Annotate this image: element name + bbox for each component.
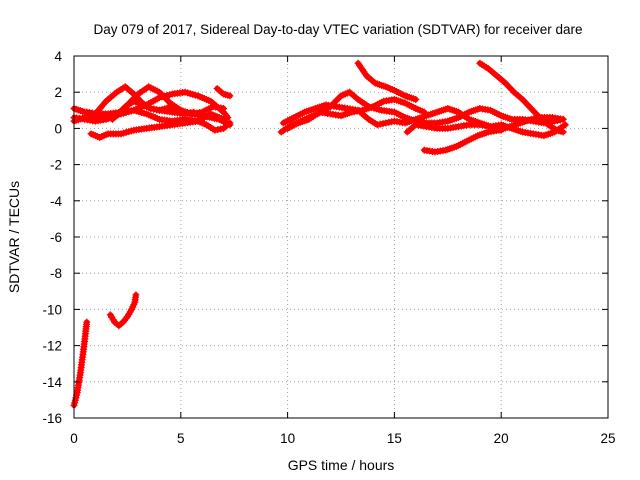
y-tick-label: 0: [54, 121, 62, 136]
data-point-marker: [226, 119, 234, 127]
data-point-marker: [220, 115, 228, 123]
data-point-marker: [412, 95, 420, 103]
y-tick-labels: 4 2 0 -2 -4 -6 -8 -10 -12 -14 -16: [42, 49, 62, 426]
series-arc-4: [83, 106, 234, 134]
data-point-marker: [559, 115, 567, 123]
data-markers: [70, 59, 569, 409]
y-tick-label: 4: [54, 49, 62, 64]
series-arc-3: [70, 83, 228, 125]
data-point-marker: [132, 291, 140, 299]
y-tick-label: -10: [42, 302, 62, 317]
series-arc-10: [284, 95, 428, 132]
y-tick-label: -6: [50, 230, 62, 245]
y-tick-label: -12: [42, 339, 62, 354]
y-axis-label: SDTVAR / TECUs: [6, 181, 22, 293]
y-tick-label: -2: [50, 158, 62, 173]
y-tick-label: -8: [50, 266, 62, 281]
x-tick-label: 5: [177, 431, 185, 446]
series-arc-16: [106, 291, 140, 330]
series-arc-11: [354, 59, 420, 103]
series-arc-7: [213, 85, 234, 100]
x-tick-label: 25: [600, 431, 615, 446]
data-point-marker: [559, 128, 567, 136]
data-point-marker: [420, 108, 428, 116]
y-tick-label: 2: [54, 85, 62, 100]
y-tick-label: -16: [42, 411, 62, 426]
data-point-marker: [190, 108, 198, 116]
data-point-marker: [561, 121, 569, 129]
x-tick-labels: 0 5 10 15 20 25: [70, 431, 615, 446]
data-point-marker: [226, 92, 234, 100]
x-tick-label: 0: [70, 431, 78, 446]
data-point-marker: [220, 104, 228, 112]
x-axis-label: GPS time / hours: [288, 457, 395, 473]
x-tick-label: 10: [280, 431, 295, 446]
data-point-marker: [83, 318, 91, 326]
y-tick-label: -14: [42, 375, 62, 390]
chart-title: Day 079 of 2017, Sidereal Day-to-day VTE…: [94, 22, 583, 37]
series-arc-14: [476, 59, 567, 136]
y-tick-label: -4: [50, 194, 62, 209]
series-arc-15: [70, 318, 91, 409]
series-arc-5: [87, 110, 228, 141]
axis-ticks: [73, 55, 609, 419]
x-tick-label: 15: [387, 431, 402, 446]
x-tick-label: 20: [494, 431, 509, 446]
series-arc-6: [108, 97, 198, 123]
